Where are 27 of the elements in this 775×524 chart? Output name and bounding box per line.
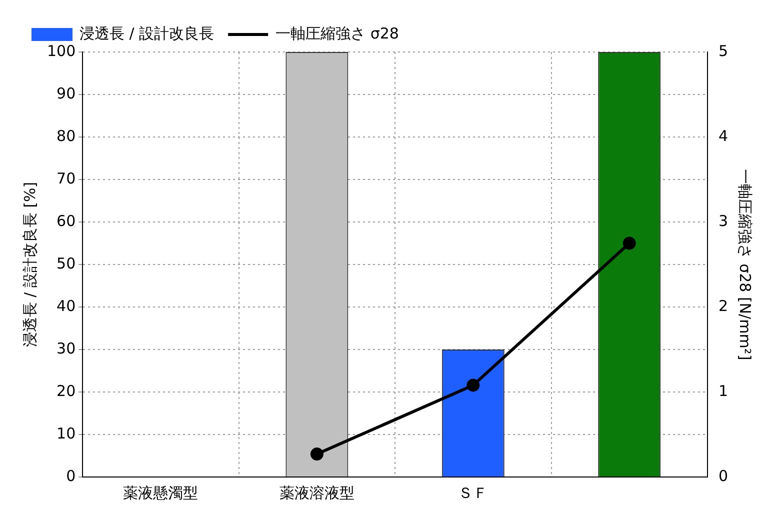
y-axis-title: 浸透長 / 設計改良長 [%] [20, 182, 39, 348]
y-tick-label: 0 [66, 466, 76, 485]
point [310, 448, 324, 461]
y-tick-label: 90 [56, 84, 76, 102]
y-tick-label: 30 [56, 339, 76, 358]
y-tick-label: 70 [56, 169, 76, 188]
point [622, 236, 636, 250]
y-tick-label: 100 [46, 42, 76, 60]
x-tick-label: 薬液溶液型 [279, 484, 354, 502]
y-tick-label: 40 [56, 296, 76, 315]
y2-tick-label: 2 [718, 296, 728, 315]
y-tick-label: 60 [56, 212, 76, 230]
y2-tick-label: 0 [718, 466, 728, 485]
y-tick-label: 80 [56, 126, 76, 145]
y-tick-label: 10 [56, 424, 76, 442]
y2-tick-label: 1 [718, 382, 728, 400]
x-tick-label: 薬液懸濁型 [123, 484, 198, 502]
y2-tick-label: 4 [718, 126, 728, 145]
y-tick-label: 20 [56, 382, 76, 400]
legend-label: 一軸圧縮強さ σ28 [276, 24, 399, 42]
legend-label: 浸透長 / 設計改良長 [80, 24, 214, 42]
y-tick-label: 50 [56, 254, 76, 272]
y2-tick-label: 5 [718, 42, 728, 60]
y2-axis-title: 一軸圧縮強さ σ28 [N/mm²] [736, 168, 754, 360]
x-tick-label: ＳＦ [458, 484, 488, 502]
y2-tick-label: 3 [718, 212, 728, 230]
point [466, 378, 480, 392]
